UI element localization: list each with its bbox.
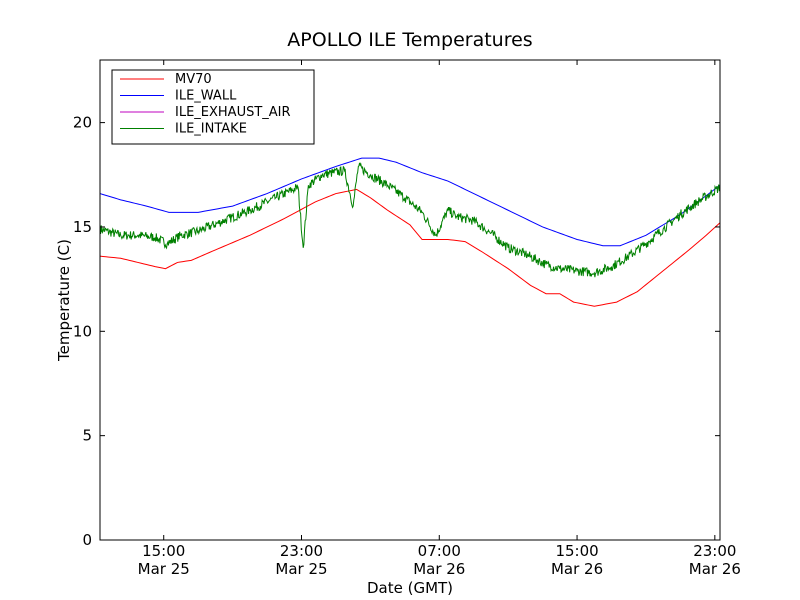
x-tick-label-date: Mar 25 <box>275 560 327 578</box>
legend-box <box>111 69 315 145</box>
x-tick-label-date: Mar 25 <box>138 560 190 578</box>
chart-title: APOLLO ILE Temperatures <box>287 29 532 51</box>
x-tick-label-time: 15:00 <box>555 542 598 560</box>
x-tick-label-time: 15:00 <box>142 542 185 560</box>
y-tick-label: 20 <box>73 114 92 132</box>
x-axis-label: Date (GMT) <box>367 579 453 597</box>
legend-entry-label: MV70 <box>175 72 212 87</box>
y-tick-label: 15 <box>73 218 92 236</box>
plot-frame <box>99 59 721 541</box>
y-tick-label: 0 <box>82 531 92 549</box>
x-tick-label-time: 23:00 <box>693 542 736 560</box>
legend-entry-label: ILE_WALL <box>175 89 237 104</box>
series-line-ile-intake <box>99 162 721 278</box>
x-tick-label-time: 23:00 <box>280 542 323 560</box>
x-tick-label-date: Mar 26 <box>689 560 741 578</box>
legend-entry-label: ILE_EXHAUST_AIR <box>175 105 291 120</box>
x-tick-label-time: 07:00 <box>418 542 461 560</box>
series-line-ile-wall <box>99 157 721 247</box>
legend-entry-label: ILE_INTAKE <box>175 122 247 137</box>
y-tick-label: 10 <box>73 322 92 340</box>
x-tick-label-date: Mar 26 <box>551 560 603 578</box>
y-tick-label: 5 <box>82 427 92 445</box>
series-line-mv70 <box>99 188 721 307</box>
y-axis-label: Temperature (C) <box>55 239 73 362</box>
series-layer <box>99 157 721 307</box>
x-tick-label-date: Mar 26 <box>413 560 465 578</box>
